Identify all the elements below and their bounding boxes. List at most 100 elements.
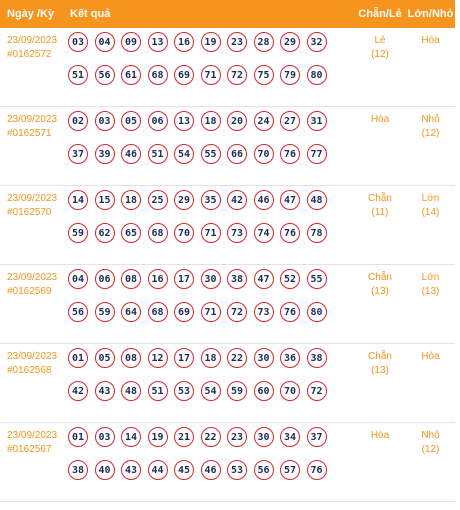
parity-result: Hòa xyxy=(370,430,390,441)
size-result: Nhỏ xyxy=(421,114,440,125)
number-ball: 21 xyxy=(174,427,194,447)
parity-cell: Lẻ (12) xyxy=(354,28,406,106)
draw-date: 23/09/2023 xyxy=(7,35,58,46)
number-ball: 20 xyxy=(227,111,247,131)
draw-date-cell: 23/09/2023 #0162572 xyxy=(0,28,64,106)
parity-count: (11) xyxy=(371,207,389,218)
result-balls: 14 15 18 25 29 35 42 46 47 48 59 62 65 68 70 71 73 74 76 78 xyxy=(64,186,354,264)
parity-cell: Chẵn (13) xyxy=(354,265,406,343)
number-ball: 47 xyxy=(253,269,274,289)
number-ball: 59 xyxy=(68,223,88,243)
parity-count: (13) xyxy=(371,286,389,297)
number-ball: 03 xyxy=(94,427,115,447)
number-ball: 03 xyxy=(94,111,115,131)
draw-date-cell: 23/09/2023 #0162569 xyxy=(0,265,64,343)
result-balls: 02 03 05 06 13 18 20 24 27 31 37 39 46 51 54 55 66 70 76 77 xyxy=(64,107,354,185)
size-result: Hòa xyxy=(421,351,440,362)
number-ball: 76 xyxy=(306,460,327,480)
number-ball: 40 xyxy=(94,460,115,480)
result-balls: 01 03 14 19 21 22 23 30 34 37 38 40 43 44 45 46 53 56 57 76 xyxy=(64,423,354,501)
number-ball: 80 xyxy=(306,65,327,85)
number-ball: 37 xyxy=(306,427,327,447)
size-cell: Hòa xyxy=(406,28,455,106)
parity-count: (12) xyxy=(371,49,389,60)
number-ball: 54 xyxy=(200,381,221,401)
ball-line: 14 15 18 25 29 35 42 46 47 48 xyxy=(68,190,354,210)
number-ball: 08 xyxy=(121,348,141,368)
number-ball: 04 xyxy=(94,32,115,52)
header-date-label: Ngày /Kỳ xyxy=(7,8,55,20)
draw-date: 23/09/2023 xyxy=(7,272,58,283)
number-ball: 05 xyxy=(121,111,141,131)
ball-line: 42 43 48 51 53 54 59 60 70 72 xyxy=(68,381,354,401)
number-ball: 24 xyxy=(253,111,274,131)
size-cell: Lớn (13) xyxy=(406,265,455,343)
number-ball: 30 xyxy=(253,348,274,368)
draw-id: #0162569 xyxy=(7,286,52,297)
number-ball: 38 xyxy=(306,348,327,368)
number-ball: 61 xyxy=(121,65,141,85)
draw-date-cell: 23/09/2023 #0162568 xyxy=(0,344,64,422)
number-ball: 38 xyxy=(68,460,88,480)
number-ball: 15 xyxy=(94,190,115,210)
number-ball: 19 xyxy=(147,427,168,447)
number-ball: 35 xyxy=(200,190,221,210)
results-table: Ngày /Kỳ Kết quả Chẵn/Lẻ Lớn/Nhỏ 23/09/2… xyxy=(0,0,455,502)
draw-id: #0162571 xyxy=(7,128,52,139)
number-ball: 18 xyxy=(200,111,221,131)
parity-cell: Chẵn (11) xyxy=(354,186,406,264)
draw-date: 23/09/2023 xyxy=(7,193,58,204)
size-result: Nhỏ xyxy=(421,430,440,441)
number-ball: 71 xyxy=(200,223,221,243)
number-ball: 56 xyxy=(253,460,274,480)
number-ball: 59 xyxy=(94,302,115,322)
number-ball: 13 xyxy=(147,32,168,52)
number-ball: 56 xyxy=(94,65,115,85)
parity-result: Hòa xyxy=(370,114,390,125)
number-ball: 46 xyxy=(121,144,141,164)
number-ball: 73 xyxy=(227,223,247,243)
number-ball: 25 xyxy=(147,190,168,210)
size-count: (14) xyxy=(421,207,440,218)
ball-line: 03 04 09 13 16 19 23 28 29 32 xyxy=(68,32,354,52)
header-size-label: Lớn/Nhỏ xyxy=(407,8,454,20)
ball-line: 56 59 64 68 69 71 72 73 76 80 xyxy=(68,302,354,322)
number-ball: 14 xyxy=(68,190,88,210)
number-ball: 14 xyxy=(121,427,141,447)
ball-line: 37 39 46 51 54 55 66 70 76 77 xyxy=(68,144,354,164)
number-ball: 42 xyxy=(68,381,88,401)
number-ball: 39 xyxy=(94,144,115,164)
number-ball: 22 xyxy=(200,427,221,447)
size-cell: Hòa xyxy=(406,344,455,422)
parity-result: Chẵn xyxy=(368,351,392,362)
size-cell: Nhỏ (12) xyxy=(406,423,455,501)
ball-line: 04 06 08 16 17 30 38 47 52 55 xyxy=(68,269,354,289)
table-row: 23/09/2023 #0162568 01 05 08 12 17 18 22 30 36 38 42… xyxy=(0,344,455,423)
number-ball: 37 xyxy=(68,144,88,164)
number-ball: 08 xyxy=(121,269,141,289)
number-ball: 43 xyxy=(121,460,141,480)
number-ball: 68 xyxy=(147,223,168,243)
ball-line: 51 56 61 68 69 71 72 75 79 80 xyxy=(68,65,354,85)
ball-line: 01 03 14 19 21 22 23 30 34 37 xyxy=(68,427,354,447)
table-row: 23/09/2023 #0162567 01 03 14 19 21 22 23 30 34 37 38… xyxy=(0,423,455,502)
number-ball: 12 xyxy=(147,348,168,368)
number-ball: 19 xyxy=(200,32,221,52)
ball-line: 59 62 65 68 70 71 73 74 76 78 xyxy=(68,223,354,243)
draw-id: #0162568 xyxy=(7,365,52,376)
number-ball: 72 xyxy=(306,381,327,401)
number-ball: 01 xyxy=(68,427,88,447)
parity-result: Chẵn xyxy=(368,193,392,204)
parity-result: Lẻ xyxy=(374,35,386,46)
number-ball: 44 xyxy=(147,460,168,480)
draw-date-cell: 23/09/2023 #0162567 xyxy=(0,423,64,501)
ball-line: 02 03 05 06 13 18 20 24 27 31 xyxy=(68,111,354,131)
number-ball: 53 xyxy=(227,460,247,480)
number-ball: 38 xyxy=(227,269,247,289)
number-ball: 48 xyxy=(121,381,141,401)
number-ball: 72 xyxy=(227,65,247,85)
number-ball: 51 xyxy=(147,381,168,401)
table-row: 23/09/2023 #0162570 14 15 18 25 29 35 42 46 47 48 59… xyxy=(0,186,455,265)
result-balls: 01 05 08 12 17 18 22 30 36 38 42 43 48 51 53 54 59 60 70 72 xyxy=(64,344,354,422)
number-ball: 31 xyxy=(306,111,327,131)
